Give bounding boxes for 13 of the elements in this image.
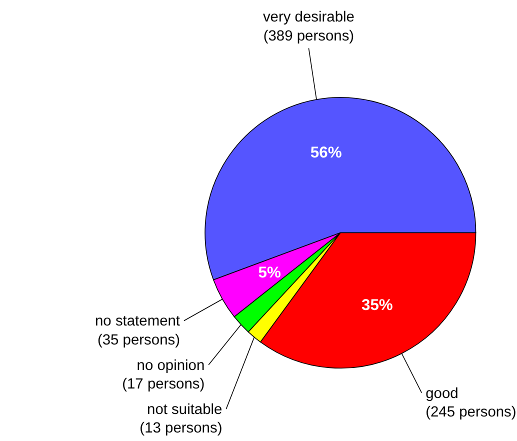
text: 5%	[258, 264, 281, 282]
slice-label: no statement	[95, 314, 180, 330]
data-label: (13 persons)	[140, 420, 222, 437]
data-label: (35 persons)	[97, 332, 180, 348]
data-label: (389 persons)	[263, 28, 354, 44]
text: 35%	[361, 297, 393, 314]
text: 56%	[310, 144, 342, 162]
data-label: (17 persons)	[122, 376, 205, 392]
slice-label: no opinion	[136, 358, 205, 374]
slice-label: not suitable	[147, 402, 222, 418]
slice-label: good	[426, 386, 458, 402]
data-label: (245 persons)	[426, 404, 516, 420]
slice-label: very desirable	[262, 10, 354, 26]
